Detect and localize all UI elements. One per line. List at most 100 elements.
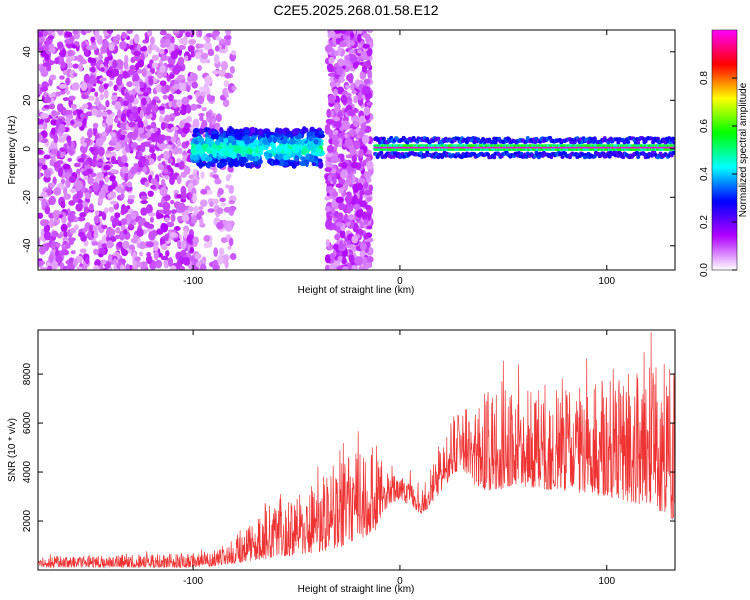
spectrogram-cell: [265, 132, 270, 139]
spectrogram-cell: [367, 30, 374, 33]
spectrogram-cell: [219, 126, 224, 134]
spectrogram-cell: [293, 159, 301, 167]
spectrogram-cell: [106, 30, 114, 34]
spectrogram-cell: [62, 109, 69, 116]
spectrogram-cell: [38, 238, 41, 247]
spectrogram-cell: [82, 142, 87, 148]
spectrogram-cell: [104, 153, 113, 158]
spectrogram-cell: [163, 236, 169, 242]
spectrogram-cell: [341, 256, 347, 265]
spectrogram-cell: [381, 136, 386, 141]
spectrogram-cell: [99, 104, 105, 111]
spectrogram-cell: [317, 161, 324, 169]
spectrogram-cell: [299, 160, 307, 167]
spectrogram-cell: [41, 198, 47, 207]
spectrogram-cell: [192, 242, 198, 247]
snr-x-axis-label: Height of straight line (km): [298, 584, 415, 595]
spectrogram-cell: [325, 219, 332, 230]
spectrogram-cell: [281, 139, 287, 145]
spectrogram-cell: [149, 147, 156, 154]
spectrogram-cell: [342, 60, 351, 67]
spectrogram-cell: [173, 111, 181, 117]
spectrogram-cell: [134, 261, 143, 268]
spectrogram-cell: [168, 99, 173, 108]
snr-x-tick-label: 100: [598, 576, 615, 587]
spectrogram-cell: [338, 251, 343, 257]
spectrogram-cell: [363, 233, 369, 240]
snr-y-tick-label: 2000: [22, 509, 33, 532]
spectrogram-cell: [168, 140, 173, 145]
spectrogram-cell: [72, 258, 79, 267]
spectrogram-cell: [127, 131, 135, 139]
spectrogram-cell: [333, 88, 338, 96]
spectrogram-cell: [350, 161, 358, 169]
spectrogram-cell: [151, 54, 160, 62]
spectrogram-cell: [42, 121, 48, 130]
spectrogram-cell: [106, 240, 114, 249]
spectrogram-cell: [55, 91, 62, 97]
spectrogram-cell: [179, 30, 186, 34]
spectrogram-cell: [333, 129, 339, 135]
spectrogram-cell: [358, 148, 364, 158]
spectrogram-cell: [218, 69, 226, 77]
spectrogram-cell: [103, 165, 111, 171]
spectrogram-cell: [353, 140, 361, 150]
spectrogram-cell: [176, 99, 183, 108]
spectrogram-cell: [93, 248, 99, 255]
spectrogram-cell: [345, 154, 353, 159]
spectrogram-cell: [268, 153, 273, 158]
spectrogram-cell: [351, 155, 358, 163]
spectrogram-cell: [48, 218, 54, 228]
spectrogram-cell: [340, 94, 348, 104]
spectrogram-cell: [85, 111, 93, 117]
spectrogram-cell: [38, 31, 44, 38]
spectrogram-cell: [45, 39, 50, 46]
spectrogram-y-tick-label: 0: [22, 146, 33, 152]
spectrogram-cell: [391, 154, 396, 159]
spectrogram-cell: [44, 53, 50, 62]
spectrogram-cell: [75, 203, 83, 212]
spectrogram-cell: [65, 57, 71, 65]
spectrogram-cell: [68, 237, 75, 246]
spectrogram-cell: [257, 128, 264, 136]
spectrogram-cell: [87, 176, 95, 185]
spectrogram-cell: [246, 153, 253, 160]
spectrogram-cell: [148, 212, 157, 217]
spectrogram-cell: [282, 161, 289, 167]
spectrogram-cell: [198, 210, 205, 216]
spectrogram-cell: [46, 265, 53, 270]
spectrogram-cell: [325, 153, 334, 158]
spectrogram-cell: [670, 136, 675, 141]
spectrogram-cell: [42, 62, 49, 67]
spectrogram-cell: [192, 193, 198, 204]
spectrogram-cell: [38, 212, 44, 219]
spectrogram-cell: [58, 83, 67, 89]
spectrogram-cell: [344, 132, 349, 139]
spectrogram-cell: [154, 259, 163, 269]
spectrogram-cell: [218, 247, 225, 256]
spectrogram-cell: [140, 207, 148, 216]
spectrogram-cell: [90, 66, 96, 73]
spectrogram-cell: [171, 209, 177, 214]
spectrogram-cell: [335, 196, 344, 204]
spectrogram-cell: [327, 72, 336, 77]
spectrogram-cell: [38, 260, 42, 267]
spectrogram-cell: [42, 30, 49, 37]
spectrogram-cell: [109, 235, 117, 243]
spectrogram-cell: [314, 129, 319, 137]
spectrogram-cell: [127, 30, 133, 34]
spectrogram-cell: [98, 84, 105, 93]
spectrogram-cell: [145, 255, 153, 265]
spectrogram-cell: [181, 96, 190, 106]
spectrogram-cell: [220, 237, 228, 244]
spectrogram-cell: [183, 122, 191, 129]
spectrogram-cell: [276, 144, 283, 153]
spectrogram-cell: [127, 69, 136, 75]
spectrogram-cell: [252, 161, 259, 166]
spectrogram-cell: [62, 265, 68, 270]
spectrogram-cell: [112, 217, 120, 227]
spectrogram-cell: [170, 50, 179, 60]
spectrogram-cell: [352, 115, 360, 122]
spectrogram-cell: [139, 47, 148, 52]
